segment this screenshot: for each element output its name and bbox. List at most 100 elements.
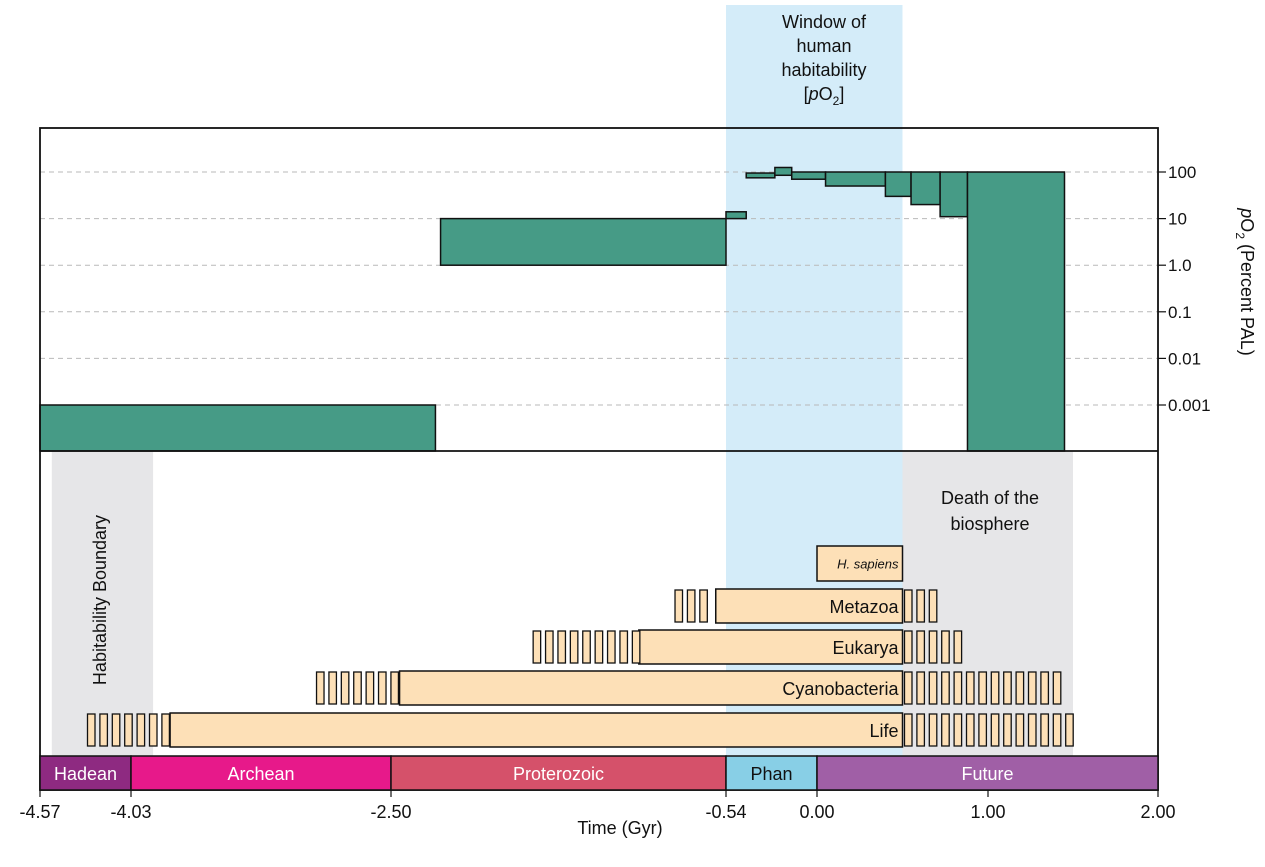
window-title-line4: [pO2] — [745, 82, 903, 108]
uncertainty-box-4-before-1 — [99, 713, 109, 747]
uncertainty-box-2-before-8 — [631, 630, 641, 664]
uncertainty-box-4-after-12 — [1052, 713, 1062, 747]
eon-label-4: Future — [961, 764, 1013, 784]
uncertainty-box-2-before-0 — [532, 630, 542, 664]
y-axis-label: pO2 (Percent PAL) — [1233, 167, 1259, 397]
eon-block-3 — [725, 755, 818, 791]
uncertainty-box-2-after-3 — [941, 630, 950, 664]
wt-close: ] — [839, 84, 845, 104]
uncertainty-box-3-after-11 — [1040, 671, 1050, 705]
eon-label-3: Phan — [750, 764, 792, 784]
eon-strip-layer: Hadean Archean Proterozoic Phan Future — [39, 755, 1159, 791]
x-tick-label-2: -2.50 — [370, 802, 411, 822]
life-bar-0 — [816, 545, 904, 582]
wt-sub: 2 — [832, 94, 840, 108]
uncertainty-box-4-after-5 — [965, 713, 975, 747]
life-bar-label-0: H. sapiens — [837, 557, 899, 572]
uncertainty-box-4-before-5 — [148, 713, 158, 747]
life-bar-3 — [398, 670, 904, 706]
eon-label-0: Hadean — [54, 764, 117, 784]
uncertainty-box-3-before-4 — [365, 671, 375, 705]
uncertainty-box-3-before-3 — [353, 671, 362, 705]
uncertainty-box-2-after-2 — [928, 630, 938, 664]
o2-range-1 — [439, 217, 727, 266]
uncertainty-box-3-before-0 — [315, 671, 325, 705]
uncertainty-box-2-before-6 — [606, 630, 616, 664]
uncertainty-box-2-before-1 — [544, 630, 554, 664]
life-bar-1 — [714, 588, 904, 624]
death-line1: Death of the — [940, 488, 1040, 508]
uncertainty-box-3-after-7 — [990, 671, 1000, 705]
x-tick-label-4: 0.00 — [799, 802, 834, 822]
uncertainty-box-1-before-1 — [686, 589, 696, 623]
y-tick-label-4: 10 — [1168, 210, 1187, 229]
uncertainty-box-1-before-0 — [674, 589, 684, 623]
y-tick-label-1: 0.01 — [1168, 349, 1201, 368]
uncertainty-box-3-after-9 — [1015, 671, 1025, 705]
uncertainty-box-3-after-8 — [1003, 671, 1012, 705]
uncertainty-box-2-after-4 — [953, 630, 963, 664]
o2-range-9 — [939, 171, 969, 218]
eon-block-1 — [130, 755, 392, 791]
uncertainty-box-4-after-7 — [990, 713, 1000, 747]
uncertainty-box-4-after-0 — [903, 713, 913, 747]
y-tick-label-3: 1.0 — [1168, 256, 1192, 275]
uncertainty-box-3-before-1 — [328, 671, 338, 705]
window-title-line3: habitability — [781, 60, 867, 80]
y-tick-label-5: 100 — [1168, 163, 1196, 182]
window-title: Window of human habitability [pO2] — [745, 10, 903, 108]
ylabel-o: O — [1237, 218, 1257, 233]
uncertainty-box-4-after-10 — [1027, 713, 1037, 747]
uncertainty-box-4-after-9 — [1015, 713, 1025, 747]
y-tick-label-0: 0.001 — [1168, 396, 1211, 415]
uncertainty-box-4-after-1 — [916, 713, 926, 747]
uncertainty-box-4-after-6 — [978, 713, 988, 747]
uncertainty-box-3-after-4 — [953, 671, 963, 705]
x-tick-label-1: -4.03 — [110, 802, 151, 822]
y-tick-label-2: 0.1 — [1168, 303, 1192, 322]
uncertainty-box-3-before-2 — [340, 671, 350, 705]
life-bar-4 — [169, 712, 904, 748]
life-bar-label-1: Metazoa — [829, 597, 899, 617]
uncertainty-box-3-after-5 — [965, 671, 975, 705]
uncertainty-box-4-before-4 — [136, 713, 146, 747]
uncertainty-box-3-after-0 — [903, 671, 913, 705]
uncertainty-box-2-before-2 — [557, 630, 567, 664]
life-bars-layer: H. sapiens Metazoa Eukarya Cyanobacteria Lif… — [86, 545, 1074, 748]
wt-open: [ — [803, 84, 809, 104]
ylabel-rest: (Percent PAL) — [1237, 239, 1257, 356]
x-tick-label-6: 2.00 — [1140, 802, 1175, 822]
uncertainty-box-1-after-1 — [916, 589, 926, 623]
uncertainty-box-4-before-2 — [111, 713, 121, 747]
uncertainty-box-3-before-6 — [390, 671, 400, 705]
eon-label-1: Archean — [227, 764, 294, 784]
x-tick-label-5: 1.00 — [970, 802, 1005, 822]
uncertainty-box-3-after-2 — [928, 671, 938, 705]
uncertainty-box-4-before-6 — [161, 713, 171, 747]
x-axis-label: Time (Gyr) — [577, 818, 663, 838]
x-tick-label-0: -4.57 — [19, 802, 60, 822]
o2-range-2 — [725, 211, 747, 220]
uncertainty-box-4-after-2 — [928, 713, 938, 747]
death-line2: biosphere — [950, 514, 1030, 534]
uncertainty-box-4-after-3 — [941, 713, 950, 747]
uncertainty-box-4-before-0 — [86, 713, 96, 747]
o2-range-5 — [790, 171, 827, 180]
uncertainty-box-3-after-3 — [941, 671, 950, 705]
wt-o: O — [818, 84, 833, 104]
uncertainty-box-1-after-2 — [928, 589, 938, 623]
uncertainty-box-2-before-5 — [594, 630, 604, 664]
uncertainty-box-3-after-6 — [978, 671, 988, 705]
uncertainty-box-1-after-0 — [903, 589, 913, 623]
o2-range-layer — [39, 166, 1066, 452]
window-title-line2: human — [796, 36, 852, 56]
uncertainty-box-2-after-0 — [903, 630, 913, 664]
o2-range-4 — [774, 166, 793, 177]
uncertainty-box-1-before-2 — [699, 589, 708, 623]
o2-range-6 — [824, 171, 887, 187]
habitability-boundary-label: Habitability Boundary — [90, 514, 110, 686]
uncertainty-box-2-before-7 — [619, 630, 629, 664]
o2-range-8 — [910, 171, 941, 206]
eon-label-2: Proterozoic — [513, 764, 604, 784]
